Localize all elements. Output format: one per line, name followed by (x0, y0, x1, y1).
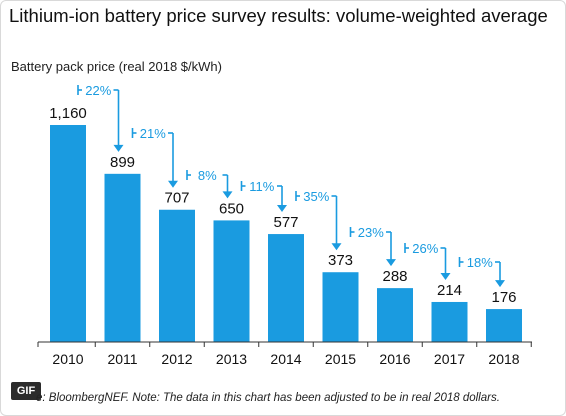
bar-2013 (213, 220, 250, 342)
change-arrow (77, 85, 124, 152)
y-axis-label: Battery pack price (real 2018 $/kWh) (11, 59, 222, 74)
x-tick-label: 2010 (52, 351, 83, 367)
change-arrow (349, 227, 396, 267)
data-label: 373 (328, 252, 353, 269)
data-label: 288 (382, 268, 407, 285)
bar-2015 (322, 272, 359, 342)
change-arrow (295, 191, 342, 251)
bar-2016 (377, 288, 413, 342)
gif-badge: GIF (11, 382, 41, 400)
change-label: 22% (85, 83, 111, 98)
chart-title: Lithium-ion battery price survey results… (9, 5, 548, 26)
source-note: e: BloombergNEF. Note: The data in this … (36, 392, 500, 404)
x-tick-label: 2015 (325, 351, 356, 367)
bar-2018 (486, 309, 522, 342)
x-tick-label: 2014 (270, 351, 301, 367)
change-arrow (404, 243, 451, 280)
data-label: 214 (437, 282, 462, 299)
change-arrow (186, 170, 233, 199)
change-arrow (131, 128, 178, 188)
data-label: 650 (219, 200, 244, 217)
change-label: 21% (140, 126, 166, 141)
bar-2011 (104, 173, 141, 342)
x-tick-label: 2013 (216, 351, 247, 367)
change-label: 26% (412, 241, 438, 256)
x-tick-label: 2011 (107, 351, 137, 367)
change-label: 11% (249, 179, 274, 194)
data-label: 176 (491, 289, 516, 306)
bar-2010 (50, 125, 86, 342)
change-arrow (240, 181, 287, 213)
bar-2012 (159, 209, 195, 342)
x-tick-label: 2017 (434, 351, 465, 367)
data-label: 707 (164, 190, 189, 207)
bar-2014 (268, 234, 304, 342)
change-arrow (458, 257, 505, 288)
change-label: 18% (467, 255, 493, 270)
data-label: 1,160 (49, 105, 87, 122)
change-label: 8% (198, 168, 217, 183)
bar-2017 (431, 301, 468, 342)
x-tick-label: 2012 (161, 351, 192, 367)
change-label: 23% (358, 225, 384, 240)
data-label: 899 (110, 154, 135, 171)
x-tick-label: 2018 (488, 351, 519, 367)
x-tick-label: 2016 (379, 351, 410, 367)
data-label: 577 (273, 214, 298, 231)
change-label: 35% (303, 189, 329, 204)
